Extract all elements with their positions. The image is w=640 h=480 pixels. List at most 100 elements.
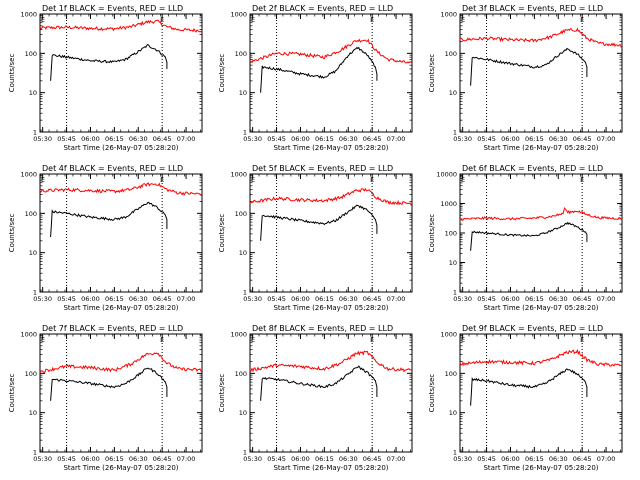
- lld-series-line: [249, 38, 413, 64]
- x-tick-label: 05:30: [33, 295, 52, 303]
- lld-series-line: [459, 27, 623, 48]
- events-series-line: [50, 367, 168, 401]
- chart-panel-9: Det 9f BLACK = Events, RED = LLD 1 10 100 10…: [428, 324, 623, 472]
- x-tick-label: 05:45: [477, 135, 496, 143]
- marker-label: E: [580, 336, 584, 344]
- x-tick-label: 06:00: [501, 135, 520, 143]
- x-tick-label: 06:00: [291, 135, 310, 143]
- x-tick-label: 05:30: [243, 135, 262, 143]
- x-tick-label: 06:00: [81, 135, 100, 143]
- x-tick-label: 05:45: [267, 455, 286, 463]
- x-tick-label: 07:00: [177, 455, 196, 463]
- x-tick-label: 05:45: [267, 135, 286, 143]
- y-tick-label: 10: [449, 259, 457, 267]
- y-tick-label: 1: [33, 129, 37, 137]
- x-tick-label: 06:45: [573, 295, 592, 303]
- events-series-line: [50, 43, 168, 81]
- y-tick-label: 1000: [440, 11, 457, 19]
- chart-panel-3: Det 3f BLACK = Events, RED = LLD 1 10 100 10…: [428, 4, 623, 152]
- x-tick-label: 05:45: [267, 295, 286, 303]
- x-tick-label: 06:45: [573, 135, 592, 143]
- marker-label-start: E: [251, 16, 255, 24]
- x-tick-label: 06:15: [315, 135, 334, 143]
- y-tick-label: 1: [33, 449, 37, 457]
- lld-series-line: [39, 19, 203, 33]
- x-axis-label: Start Time (26-May-07 05:28:20): [273, 464, 388, 472]
- x-tick-label: 07:00: [597, 135, 616, 143]
- plot-frame: [459, 333, 623, 453]
- events-series-line: [470, 221, 588, 251]
- x-tick-label: 05:30: [453, 455, 472, 463]
- x-tick-label: 06:45: [363, 135, 382, 143]
- chart-title: Det 6f BLACK = Events, RED = LLD: [462, 164, 603, 173]
- y-tick-label: 1000: [440, 200, 457, 208]
- x-tick-label: 07:00: [597, 455, 616, 463]
- marker-label: E: [580, 176, 584, 184]
- y-tick-label: 1000: [20, 11, 37, 19]
- x-tick-label: 06:45: [573, 455, 592, 463]
- lld-series-line: [39, 182, 203, 197]
- y-tick-label: 10: [29, 249, 37, 257]
- lld-series-line: [459, 207, 623, 221]
- x-tick-label: 06:00: [501, 295, 520, 303]
- x-tick-label: 06:45: [363, 455, 382, 463]
- chart-panel-2: Det 2f BLACK = Events, RED = LLD 1 10 100 10…: [218, 4, 413, 152]
- y-tick-label: 100: [445, 370, 457, 378]
- y-tick-label: 100: [445, 50, 457, 58]
- x-tick-label: 06:15: [105, 135, 124, 143]
- y-tick-label: 100: [25, 370, 37, 378]
- chart-title: Det 5f BLACK = Events, RED = LLD: [252, 164, 393, 173]
- x-axis-label: Start Time (26-May-07 05:28:20): [483, 144, 598, 152]
- y-tick-label: 10: [239, 249, 247, 257]
- y-tick-label: 10: [449, 89, 457, 97]
- x-tick-label: 05:30: [243, 295, 262, 303]
- lld-series-line: [39, 352, 203, 374]
- x-tick-label: 06:45: [153, 295, 172, 303]
- marker-label: E: [370, 336, 374, 344]
- x-tick-label: 05:45: [57, 135, 76, 143]
- x-tick-label: 06:45: [153, 455, 172, 463]
- marker-label: E: [580, 16, 584, 24]
- events-series-line: [260, 204, 378, 241]
- y-tick-label: 1: [243, 129, 247, 137]
- x-tick-label: 07:00: [177, 135, 196, 143]
- events-series-line: [470, 368, 588, 406]
- x-tick-label: 06:00: [81, 455, 100, 463]
- x-tick-label: 06:00: [81, 295, 100, 303]
- chart-title: Det 4f BLACK = Events, RED = LLD: [42, 164, 183, 173]
- x-axis-label: Start Time (26-May-07 05:28:20): [273, 304, 388, 312]
- x-tick-label: 05:45: [57, 455, 76, 463]
- y-axis-label: Counts/sec: [8, 214, 16, 253]
- y-tick-label: 1000: [230, 331, 247, 339]
- marker-label-start: E: [41, 336, 45, 344]
- y-tick-label: 100: [235, 50, 247, 58]
- x-axis-label: Start Time (26-May-07 05:28:20): [273, 144, 388, 152]
- y-tick-label: 1: [243, 449, 247, 457]
- x-tick-label: 06:15: [105, 455, 124, 463]
- y-axis-label: Counts/sec: [218, 374, 226, 413]
- y-axis-label: Counts/sec: [428, 54, 436, 93]
- plot-frame: [249, 173, 413, 293]
- events-series-line: [50, 201, 168, 238]
- x-tick-label: 06:15: [525, 295, 544, 303]
- x-tick-label: 06:30: [549, 295, 568, 303]
- events-series-line: [260, 365, 378, 401]
- y-axis-label: Counts/sec: [8, 54, 16, 93]
- x-tick-label: 05:30: [453, 295, 472, 303]
- marker-label: E: [160, 336, 164, 344]
- marker-label-start: E: [461, 336, 465, 344]
- chart-panel-5: Det 5f BLACK = Events, RED = LLD 1 10 100 10…: [218, 164, 413, 312]
- chart-panel-6: Det 6f BLACK = Events, RED = LLD 1 10 100 10…: [428, 164, 623, 312]
- x-tick-label: 05:45: [57, 295, 76, 303]
- y-tick-label: 1: [243, 289, 247, 297]
- y-axis-label: Counts/sec: [8, 374, 16, 413]
- x-tick-label: 07:00: [597, 295, 616, 303]
- x-tick-label: 05:30: [243, 455, 262, 463]
- x-tick-label: 05:45: [477, 295, 496, 303]
- x-tick-label: 05:30: [453, 135, 472, 143]
- x-tick-label: 06:00: [291, 455, 310, 463]
- x-tick-label: 06:00: [501, 455, 520, 463]
- marker-label: E: [160, 176, 164, 184]
- y-tick-label: 10: [29, 409, 37, 417]
- chart-panel-4: Det 4f BLACK = Events, RED = LLD 1 10 100 10…: [8, 164, 203, 312]
